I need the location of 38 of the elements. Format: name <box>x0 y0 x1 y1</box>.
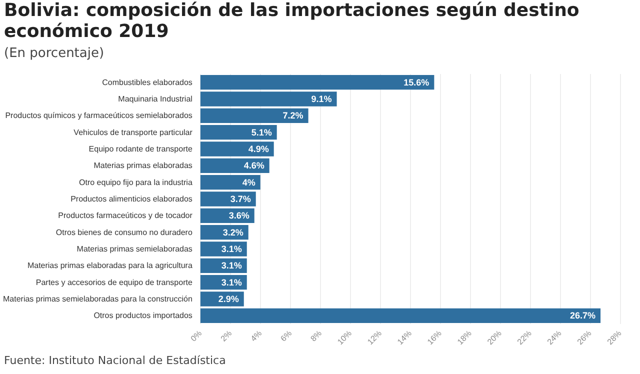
y-tick-label: Equipo rodante de transporte <box>88 144 193 154</box>
y-tick-label: Combustibles elaborados <box>102 78 192 87</box>
data-label: 4.6% <box>244 160 264 171</box>
text: (En porcentaje) <box>4 46 104 61</box>
x-tick-label: 8% <box>308 328 324 344</box>
y-tick-label: Productos alimenticios elaborados <box>70 194 192 204</box>
y-tick-label: Otros bienes de consumo no duradero <box>56 228 193 237</box>
y-tick-label: Materias primas semielaboradas para la construcción <box>2 294 192 304</box>
y-tick-label: Partes y accesorios de equipo de transporte <box>36 278 193 287</box>
data-label: 26.7% <box>570 310 596 321</box>
x-tick-label: 0% <box>189 328 204 344</box>
source-note: Fuente: Instituto Nacional de Estadística <box>4 354 226 367</box>
data-label: 15.6% <box>404 77 430 88</box>
data-label: 3.1% <box>221 260 242 271</box>
data-label: 3.1% <box>221 277 242 288</box>
data-label: 3.7% <box>230 194 251 204</box>
data-label: 4% <box>242 177 256 188</box>
x-tick-label: 4% <box>249 328 264 344</box>
data-label: 3.2% <box>222 227 244 238</box>
y-tick-label: Materias primas elaboradas para la agricultura <box>27 261 193 270</box>
y-tick-label: Vehiculos de transporte particular <box>74 128 193 137</box>
y-tick-label: Productos farmaceúticos y de tocador <box>58 211 193 220</box>
y-tick-label: Otros productos importados <box>94 311 192 320</box>
data-label: 3.6% <box>228 210 250 221</box>
data-label: 2.9% <box>218 294 239 304</box>
y-tick-label: Productos químicos y farmaceúticos semielaborados <box>5 111 192 120</box>
y-tick-label: Otro equipo fijo para la industria <box>79 178 193 187</box>
chart-title: Bolivia: composición de las importaciones según destino económico 2019 <box>4 0 580 42</box>
data-label: 7.2% <box>282 110 304 121</box>
data-label: 4.9% <box>248 144 269 154</box>
data-label: 9.1% <box>311 94 332 104</box>
y-tick-label: Materias primas elaboradas <box>94 161 192 170</box>
y-tick-label: Materias primas semielaboradas <box>76 244 192 254</box>
data-label: 5.1% <box>251 127 272 138</box>
x-tick-label: 6% <box>278 328 294 344</box>
x-tick-label: 2% <box>219 328 234 344</box>
data-label: 3.1% <box>221 244 242 254</box>
y-tick-label: Maquinaria Industrial <box>118 94 193 104</box>
